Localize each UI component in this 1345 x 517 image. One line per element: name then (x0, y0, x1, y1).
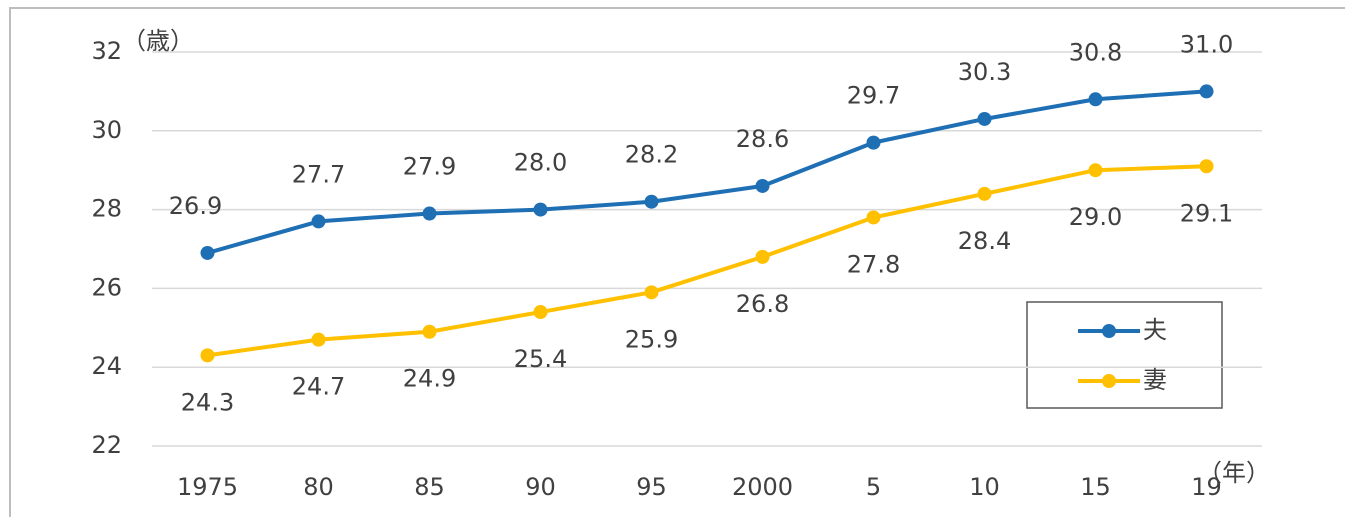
data-point (533, 202, 548, 217)
data-point (200, 245, 215, 260)
x-tick-label: 90 (525, 473, 556, 501)
legend-label: 夫 (1143, 316, 1167, 344)
data-point (533, 305, 548, 320)
chart-border (9, 7, 1345, 517)
data-label: 24.3 (181, 388, 234, 416)
data-point (644, 285, 659, 300)
x-tick-label: 85 (414, 473, 445, 501)
data-label: 28.0 (514, 149, 567, 177)
data-label: 25.9 (625, 325, 678, 353)
data-label: 26.8 (736, 290, 789, 318)
y-tick-label: 22 (91, 431, 122, 459)
x-tick-label: 19 (1191, 473, 1222, 501)
x-tick-label: 80 (303, 473, 334, 501)
data-label: 28.4 (958, 227, 1011, 255)
data-point (1199, 84, 1214, 99)
data-label: 28.2 (625, 141, 678, 169)
legend-box (1026, 301, 1223, 409)
y-tick-label: 30 (91, 116, 122, 144)
data-point (644, 194, 659, 209)
data-point (200, 348, 215, 363)
data-label: 30.3 (958, 58, 1011, 86)
data-label: 27.8 (847, 250, 900, 278)
data-label: 24.9 (403, 365, 456, 393)
legend-marker (1102, 324, 1116, 338)
data-label: 26.9 (169, 192, 222, 220)
data-point (755, 178, 770, 193)
y-tick-label: 24 (91, 352, 122, 380)
data-label: 25.4 (514, 345, 567, 373)
data-point (422, 206, 437, 221)
data-point (977, 111, 992, 126)
legend-label: 妻 (1143, 366, 1167, 394)
y-tick-label: 26 (91, 273, 122, 301)
data-point (422, 324, 437, 339)
legend-marker (1102, 374, 1116, 388)
data-point (866, 135, 881, 150)
data-label: 24.7 (292, 373, 345, 401)
data-point (1088, 92, 1103, 107)
x-tick-label: 10 (969, 473, 1000, 501)
data-label: 31.0 (1180, 30, 1233, 58)
data-point (311, 214, 326, 229)
data-label: 28.6 (736, 125, 789, 153)
y-unit-label: （歳） (122, 27, 194, 55)
x-tick-label: 95 (636, 473, 667, 501)
data-label: 29.7 (847, 82, 900, 110)
data-label: 27.9 (403, 153, 456, 181)
y-tick-label: 28 (91, 195, 122, 223)
data-point (1088, 163, 1103, 178)
data-label: 27.7 (292, 160, 345, 188)
series-line (207, 164, 1207, 358)
data-label: 29.0 (1069, 203, 1122, 231)
data-point (977, 186, 992, 201)
data-point (311, 332, 326, 347)
x-tick-label: 15 (1080, 473, 1111, 501)
series-line (206, 89, 1207, 255)
x-unit-label: （年） (1198, 459, 1270, 487)
x-tick-label: 5 (866, 473, 881, 501)
data-point (755, 249, 770, 264)
y-tick-label: 32 (91, 37, 122, 65)
data-label: 30.8 (1069, 38, 1122, 66)
x-tick-label: 2000 (732, 473, 793, 501)
data-point (1199, 159, 1214, 174)
data-label: 29.1 (1180, 199, 1233, 227)
x-tick-label: 1975 (177, 473, 238, 501)
data-point (866, 210, 881, 225)
